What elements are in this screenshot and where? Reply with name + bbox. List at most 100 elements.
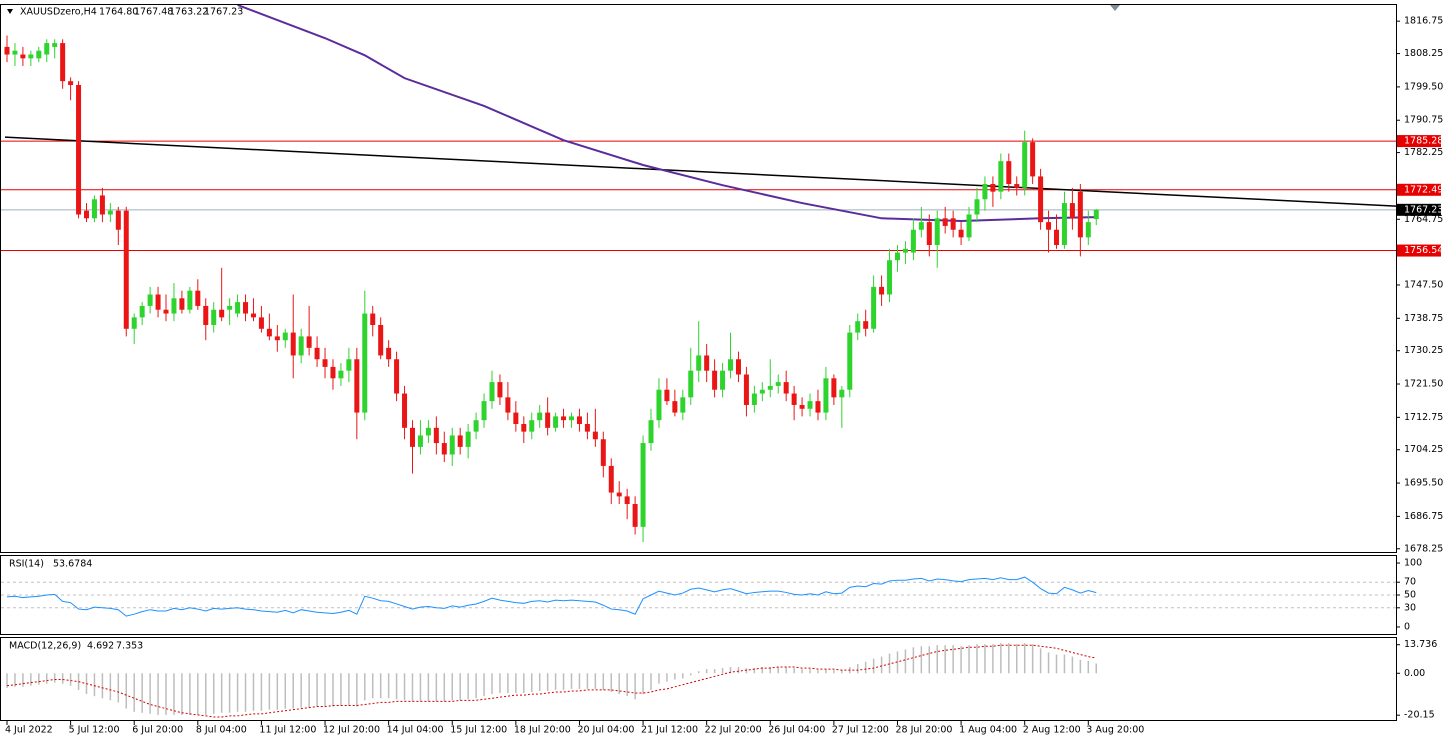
candle-body xyxy=(624,496,630,505)
macd-bar xyxy=(729,667,732,674)
candle-body xyxy=(330,366,336,379)
candle-body xyxy=(1054,229,1060,245)
y-tick-label: 1678.25 xyxy=(1404,543,1443,554)
macd-bar xyxy=(920,646,923,674)
x-tick-label: 1 Aug 04:00 xyxy=(959,725,1017,736)
candle-body xyxy=(243,302,249,314)
macd-bar xyxy=(141,673,143,713)
candle-body xyxy=(346,359,352,371)
menu-arrow[interactable] xyxy=(7,9,13,14)
macd-bar xyxy=(626,673,628,697)
macd-bar xyxy=(586,673,589,689)
candle-body xyxy=(974,199,980,215)
candle-body xyxy=(799,404,805,409)
x-tick-label: 26 Jul 04:00 xyxy=(768,725,825,736)
macd-bar xyxy=(594,673,597,689)
macd-bar xyxy=(475,673,477,699)
candle-body xyxy=(688,370,694,398)
macd-bar xyxy=(642,673,644,695)
candle-body xyxy=(266,328,272,337)
macd-bar xyxy=(30,673,32,686)
candle-body xyxy=(807,401,813,409)
macd-bar xyxy=(467,673,469,700)
macd-bar xyxy=(817,670,819,674)
x-tick-label: 4 Jul 2022 xyxy=(5,725,53,736)
y-tick-label: 1704.25 xyxy=(1404,444,1443,455)
candle-body xyxy=(704,355,710,371)
candle-body xyxy=(656,389,662,421)
macd-bar xyxy=(276,673,279,710)
candle-body xyxy=(632,504,638,527)
macd-bar xyxy=(157,673,159,715)
trendline xyxy=(4,136,1397,207)
macd-bar xyxy=(1031,644,1034,674)
candle-body xyxy=(12,50,18,55)
rsi-line xyxy=(6,576,1097,617)
candle-body xyxy=(751,393,757,405)
macd-bar xyxy=(451,673,453,701)
candle-body xyxy=(855,321,861,333)
price-panel xyxy=(0,4,1397,553)
y-tick-label: 1764.75 xyxy=(1404,214,1443,225)
macd-bar xyxy=(523,673,525,694)
candle-body xyxy=(123,210,129,329)
macd-bar xyxy=(181,673,183,715)
candle-body xyxy=(680,397,686,413)
macd-bar xyxy=(364,673,366,701)
candle-body xyxy=(505,397,511,413)
x-tick-label: 8 Jul 04:00 xyxy=(196,725,247,736)
candle-body xyxy=(219,309,225,318)
macd-bar xyxy=(1071,656,1074,674)
macd-bar xyxy=(507,673,509,694)
candle-body xyxy=(600,439,606,466)
y-tick-label: 30 xyxy=(1404,602,1416,613)
candle-body xyxy=(648,420,654,444)
macd-bar xyxy=(634,673,636,700)
macd-bar xyxy=(960,646,962,674)
macd-bar xyxy=(205,673,207,715)
macd-bar xyxy=(992,644,994,674)
macd-bar xyxy=(578,673,581,689)
macd-signal-value: 7.353 xyxy=(116,641,143,652)
y-tick-label: 1747.50 xyxy=(1404,279,1443,290)
macd-bar xyxy=(1095,663,1098,674)
macd-bar xyxy=(896,651,899,674)
x-tick-label: 2 Aug 12:00 xyxy=(1023,725,1081,736)
candle-body xyxy=(115,210,121,230)
candle-body xyxy=(171,298,177,314)
candle-body xyxy=(887,260,893,295)
macd-bar xyxy=(435,673,438,702)
candle-body xyxy=(433,427,439,444)
candle-body xyxy=(195,290,201,306)
ohlc-close: 1767.23 xyxy=(204,7,243,18)
macd-bar xyxy=(46,673,48,684)
candle-body xyxy=(569,416,575,421)
y-tick-label: 1695.50 xyxy=(1404,478,1443,489)
macd-bar xyxy=(236,673,239,712)
macd-bar xyxy=(610,673,613,692)
macd-bar xyxy=(1000,643,1002,674)
macd-bar xyxy=(109,673,112,701)
candle-body xyxy=(425,427,431,436)
macd-bar xyxy=(1039,648,1042,674)
macd-bar xyxy=(705,669,708,674)
macd-bar xyxy=(252,673,255,711)
candle-body xyxy=(847,332,853,390)
x-tick-label: 11 Jul 12:00 xyxy=(259,725,316,736)
macd-panel xyxy=(0,637,1397,721)
candle-body xyxy=(20,54,26,59)
macd-bar xyxy=(912,647,915,674)
candle-body xyxy=(1093,209,1099,220)
y-tick-label: 50 xyxy=(1404,590,1416,601)
macd-title: MACD(12,26,9) xyxy=(9,641,81,652)
candle-body xyxy=(99,195,105,215)
x-tick-label: 3 Aug 20:00 xyxy=(1086,725,1144,736)
candle-body xyxy=(982,184,988,200)
shift-marker[interactable] xyxy=(1110,5,1120,11)
candle-body xyxy=(712,370,718,390)
candle-body xyxy=(529,420,535,432)
candle-body xyxy=(354,359,360,413)
candle-body xyxy=(211,309,217,325)
y-tick-label: 1808.25 xyxy=(1404,48,1443,59)
